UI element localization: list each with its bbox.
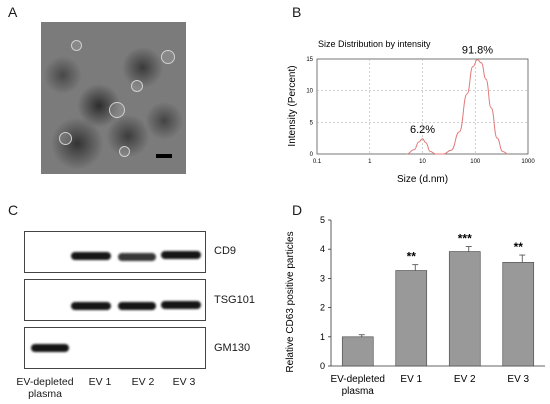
band: [161, 301, 201, 309]
bar: [395, 270, 428, 367]
panel-label-b: B: [292, 4, 302, 20]
bar-x-tick-label: EV-depleted plasma: [331, 374, 386, 397]
lane-label: EV 2: [131, 376, 155, 388]
band: [118, 253, 156, 261]
bar-y-axis-label: Relative CD63 positive particles: [285, 231, 296, 372]
dls-peak-annotation: 6.2%: [410, 124, 435, 136]
bar-y-tick-label: 2: [320, 303, 325, 313]
dls-x-tick-label: 0.1: [313, 159, 322, 165]
vesicle: [59, 132, 72, 145]
band: [31, 344, 69, 352]
dls-y-tick-label: 0: [310, 152, 314, 158]
band: [161, 251, 201, 259]
bar: [448, 251, 481, 367]
dls-x-axis-label: Size (d.nm): [397, 174, 448, 185]
blot-cd9: [24, 231, 206, 273]
dls-y-tick-label: 10: [306, 89, 313, 95]
bar-significance: ***: [458, 232, 472, 246]
dls-x-tick-label: 10: [419, 159, 426, 165]
bar-y-tick-label: 3: [320, 273, 325, 283]
band: [71, 302, 111, 310]
dls-curve: [406, 59, 509, 155]
scale-bar: [156, 154, 172, 158]
bar-significance: **: [407, 250, 417, 264]
bar-y-tick-label: 4: [320, 244, 325, 254]
lane-label: EV-depleted plasma: [16, 376, 74, 400]
lane-label: EV 3: [172, 376, 196, 388]
band: [118, 302, 156, 310]
panel-label-c: C: [8, 202, 19, 218]
blot-label-cd9: CD9: [214, 245, 237, 257]
blot-tsg101: [24, 279, 206, 321]
dls-y-tick-label: 5: [310, 120, 314, 126]
bar-significance: **: [514, 240, 524, 254]
bar-x-tick-label: EV 2: [454, 374, 476, 385]
dls-x-tick-label: 1000: [521, 159, 535, 165]
vesicle: [109, 102, 125, 118]
bar: [502, 262, 535, 367]
tem-micrograph: [41, 22, 186, 174]
bar-x-tick-label: EV 1: [400, 374, 422, 385]
bar: [341, 336, 374, 367]
band: [71, 252, 111, 260]
size-distribution-chart: Size Distribution by intensity 0.1 1 10 100…: [287, 39, 535, 185]
bar-y-tick-label: 1: [320, 332, 325, 342]
bar-y-tick-label: 5: [320, 215, 325, 225]
blot-gm130: [24, 327, 206, 369]
dls-y-axis-label: Intensity (Percent): [287, 65, 298, 146]
vesicle: [161, 50, 175, 64]
vesicle: [119, 146, 130, 157]
dls-x-tick-label: 100: [470, 159, 481, 165]
dls-title: Size Distribution by intensity: [318, 39, 431, 49]
blot-label-tsg101: TSG101: [214, 294, 255, 306]
dls-x-tick-label: 1: [368, 159, 372, 165]
dls-y-tick-label: 15: [306, 57, 313, 63]
bar-y-tick-label: 0: [320, 361, 325, 371]
cd63-bar-chart: 0 1 2 3 4 5 EV-depleted plasma ** EV 1 *** EV 2 ** E…: [285, 215, 545, 397]
panel-label-d: D: [292, 202, 303, 218]
panel-label-a: A: [8, 4, 18, 20]
dls-peak-annotation: 91.8%: [462, 45, 493, 57]
vesicle: [131, 80, 143, 92]
lane-label: EV 1: [88, 376, 112, 388]
blot-label-gm130: GM130: [214, 342, 251, 354]
bar-x-tick-label: EV 3: [507, 374, 529, 385]
vesicle: [71, 40, 82, 51]
